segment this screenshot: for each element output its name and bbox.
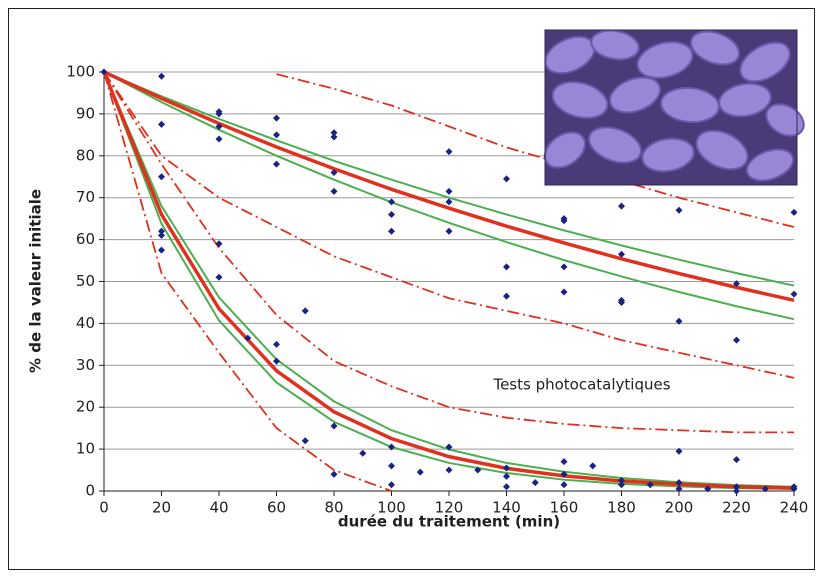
x-tick-label: 0 [99, 499, 109, 517]
chart: 0102030405060708090100020406080100120140… [0, 0, 823, 578]
x-tick-label: 180 [607, 499, 636, 517]
y-tick-label: 100 [66, 63, 95, 81]
page: 0102030405060708090100020406080100120140… [0, 0, 823, 582]
annotation: Tests photocatalytiques [492, 376, 670, 394]
x-tick-label: 20 [152, 499, 171, 517]
y-tick-label: 40 [76, 314, 95, 332]
y-tick-label: 30 [76, 356, 95, 374]
x-tick-label: 200 [665, 499, 694, 517]
x-tick-label: 40 [209, 499, 228, 517]
y-tick-label: 10 [76, 440, 95, 458]
y-tick-label: 0 [85, 482, 95, 500]
y-axis-title: % de la valeur initiale [27, 189, 45, 373]
y-tick-label: 60 [76, 230, 95, 248]
x-tick-label: 60 [267, 499, 286, 517]
y-tick-label: 90 [76, 104, 95, 122]
y-tick-label: 80 [76, 146, 95, 164]
x-tick-label: 240 [780, 499, 809, 517]
y-tick-label: 70 [76, 188, 95, 206]
y-tick-label: 20 [76, 398, 95, 416]
x-axis-title: durée du traitement (min) [338, 513, 560, 531]
inset-photo [538, 25, 809, 186]
x-tick-label: 220 [722, 499, 751, 517]
y-tick-label: 50 [76, 272, 95, 290]
